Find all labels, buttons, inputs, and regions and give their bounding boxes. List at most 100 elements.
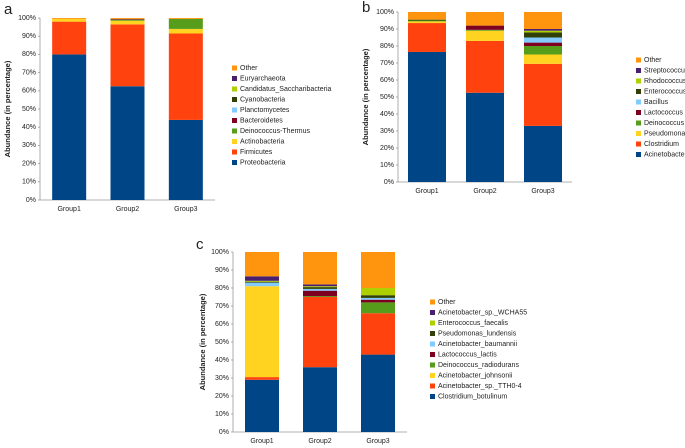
bar-segment — [245, 281, 279, 283]
y-tick-label: 70% — [215, 303, 229, 310]
bar-segment — [361, 252, 395, 288]
y-tick-label: 80% — [380, 43, 394, 50]
x-tick-label: Group1 — [57, 206, 80, 213]
y-tick-label: 100% — [18, 15, 36, 22]
legend-label: Proteobacteria — [240, 159, 286, 166]
bar-segment — [245, 276, 279, 281]
bar-segment — [303, 284, 337, 287]
bar-segment — [303, 367, 337, 432]
legend-swatch — [232, 86, 237, 92]
legend-swatch — [430, 394, 435, 399]
legend-label: Lactococcus_lactis — [438, 351, 497, 358]
y-tick-label: 90% — [380, 26, 394, 33]
bar-segment — [361, 288, 395, 296]
bar-segment — [524, 32, 562, 38]
legend-swatch — [636, 78, 641, 84]
x-tick-label: Group2 — [473, 188, 496, 195]
legend-swatch — [636, 68, 641, 73]
bar-segment — [361, 302, 395, 314]
legend-swatch — [636, 141, 641, 147]
bar-segment — [168, 18, 203, 19]
bar-segment — [408, 12, 446, 20]
legend-label: Lactococcus — [644, 109, 683, 116]
bar-segment — [524, 12, 562, 29]
y-tick-label: 50% — [22, 106, 36, 113]
y-tick-label: 50% — [380, 94, 394, 101]
legend-label: Bacteroidetes — [240, 117, 283, 124]
legend-swatch — [430, 341, 435, 347]
bar-segment — [466, 25, 504, 30]
legend-label: Planctomycetes — [240, 107, 290, 114]
panel-letter: b — [362, 0, 370, 16]
bar-segment — [408, 21, 446, 24]
bar-segment — [245, 377, 279, 380]
bar-segment — [361, 354, 395, 432]
bar-segment — [168, 119, 203, 200]
legend-swatch — [430, 320, 435, 326]
bar-segment — [408, 19, 446, 21]
bar-segment — [245, 379, 279, 432]
legend-label: Cyanobacteria — [240, 96, 285, 103]
y-tick-label: 70% — [22, 69, 36, 76]
y-tick-label: 0% — [384, 179, 394, 186]
bar-segment — [110, 18, 145, 19]
bar-segment — [524, 30, 562, 33]
legend-swatch — [430, 362, 435, 368]
y-tick-label: 30% — [22, 142, 36, 149]
legend-label: Candidatus_Saccharibacteria — [240, 86, 332, 93]
x-tick-label: Group2 — [308, 438, 331, 445]
legend-swatch — [430, 310, 435, 315]
bar-segment — [524, 54, 562, 64]
x-tick-label: Group1 — [250, 438, 273, 445]
bar-segment — [408, 51, 446, 183]
y-tick-label: 40% — [22, 124, 36, 131]
y-tick-label: 70% — [380, 60, 394, 67]
legend-swatch — [430, 299, 435, 305]
legend-label: Enterococcus_faecalis — [438, 320, 509, 327]
y-tick-label: 90% — [22, 33, 36, 40]
legend-swatch — [232, 139, 237, 144]
y-tick-label: 10% — [380, 162, 394, 169]
bar-segment — [524, 63, 562, 126]
legend-label: Clostridium — [644, 141, 679, 148]
legend-swatch — [636, 152, 641, 157]
bar-segment — [168, 33, 203, 120]
panel-letter: a — [4, 1, 13, 18]
legend-label: Bacillus — [644, 99, 669, 106]
y-tick-label: 0% — [26, 197, 36, 204]
legend-label: Euryarchaeota — [240, 75, 286, 82]
legend-label: Acinetobacter — [644, 151, 685, 158]
y-axis-label: Abundance (in percentage) — [198, 293, 207, 390]
bar-segment — [361, 295, 395, 298]
y-tick-label: 10% — [215, 411, 229, 418]
legend-label: Other — [644, 57, 662, 64]
bar-segment — [110, 19, 145, 21]
x-tick-label: Group3 — [174, 206, 197, 213]
y-tick-label: 40% — [380, 111, 394, 118]
bar-segment — [524, 29, 562, 31]
legend-label: Deinococcus_radiodurans — [438, 362, 519, 369]
y-tick-label: 90% — [215, 267, 229, 274]
x-tick-label: Group1 — [415, 188, 438, 195]
legend-swatch — [232, 160, 237, 165]
bar-segment — [524, 46, 562, 55]
bar-segment — [52, 54, 87, 201]
legend-label: Acinetobacter_sp._TTH0-4 — [438, 383, 522, 390]
panel-letter: c — [196, 236, 204, 253]
y-tick-label: 30% — [380, 128, 394, 135]
legend-label: Enterococcus — [644, 88, 685, 95]
bar-segment — [245, 282, 279, 287]
legend-label: Acinetobacter_sp._WCHA55 — [438, 309, 527, 316]
bar-segment — [408, 23, 446, 52]
bar-segment — [524, 125, 562, 182]
bar-segment — [245, 280, 279, 282]
bar-segment — [524, 42, 562, 46]
legend-label: Firmicutes — [240, 149, 273, 156]
bar-segment — [303, 286, 337, 288]
y-tick-label: 0% — [219, 429, 229, 436]
x-tick-label: Group2 — [116, 206, 139, 213]
legend-swatch — [636, 99, 641, 105]
legend-swatch — [232, 118, 237, 123]
y-tick-label: 80% — [22, 51, 36, 58]
legend-label: Rhodococcus — [644, 78, 685, 85]
